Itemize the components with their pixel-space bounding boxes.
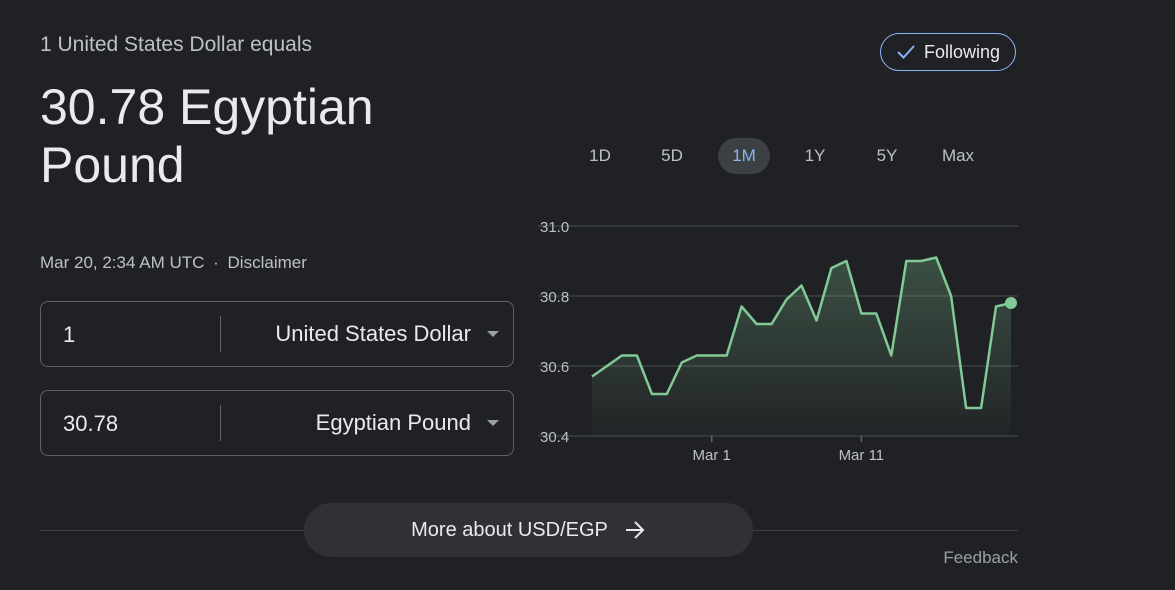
to-currency-select[interactable]: Egyptian Pound [316, 391, 499, 455]
chart-series-line [591, 256, 1012, 410]
feedback-link[interactable]: Feedback [943, 548, 1018, 567]
y-tick-label: 30.6 [540, 359, 569, 376]
rate-line-2: Pound [40, 137, 185, 193]
dropdown-caret-icon [487, 420, 499, 426]
meta-separator: · [213, 253, 219, 272]
rate-meta: Mar 20, 2:34 AM UTC · Disclaimer [40, 252, 307, 274]
following-label: Following [923, 41, 1001, 62]
range-tab-1y[interactable]: 1Y [804, 146, 826, 165]
timestamp: Mar 20, 2:34 AM UTC [40, 253, 205, 272]
x-tick-label: Mar 11 [839, 447, 885, 464]
range-tab-5y[interactable]: 5Y [876, 146, 898, 165]
range-tab-1d[interactable]: 1D [589, 146, 611, 165]
checkmark-icon [897, 45, 915, 59]
disclaimer-link[interactable]: Disclaimer [227, 253, 307, 272]
arrow-right-icon [625, 521, 645, 539]
range-tab-max[interactable]: Max [941, 146, 975, 165]
to-currency-label: Egyptian Pound [315, 410, 471, 435]
rate-line-1: 30.78 Egyptian [40, 79, 374, 135]
chart-last-point [1005, 297, 1017, 309]
range-tab-5d[interactable]: 5D [661, 146, 683, 165]
from-currency-box: United States Dollar [40, 301, 514, 368]
y-tick-label: 30.8 [540, 289, 569, 306]
range-tab-1m[interactable]: 1M [718, 138, 770, 174]
divider [220, 405, 221, 441]
from-currency-label: United States Dollar [275, 321, 471, 346]
chart-area [592, 257, 1011, 436]
x-tick-label: Mar 1 [693, 447, 731, 464]
more-about-button[interactable]: More about USD/EGP [304, 503, 753, 557]
y-tick-label: 31.0 [540, 219, 569, 236]
more-about-label: More about USD/EGP [411, 518, 608, 541]
to-amount-input[interactable] [61, 391, 215, 457]
exchange-rate-heading: 30.78 Egyptian Pound [40, 78, 510, 194]
exchange-rate-chart[interactable]: 31.0 30.8 30.6 30.4 Mar 1 Mar 11 [530, 210, 1030, 480]
from-currency-select[interactable]: United States Dollar [275, 302, 499, 366]
to-currency-box: Egyptian Pound [40, 390, 514, 457]
rate-subtitle: 1 United States Dollar equals [40, 33, 312, 56]
dropdown-caret-icon [487, 331, 499, 337]
from-amount-input[interactable] [61, 302, 215, 368]
following-button[interactable]: Following [880, 33, 1016, 71]
divider [220, 316, 221, 352]
y-tick-label: 30.4 [540, 429, 569, 446]
